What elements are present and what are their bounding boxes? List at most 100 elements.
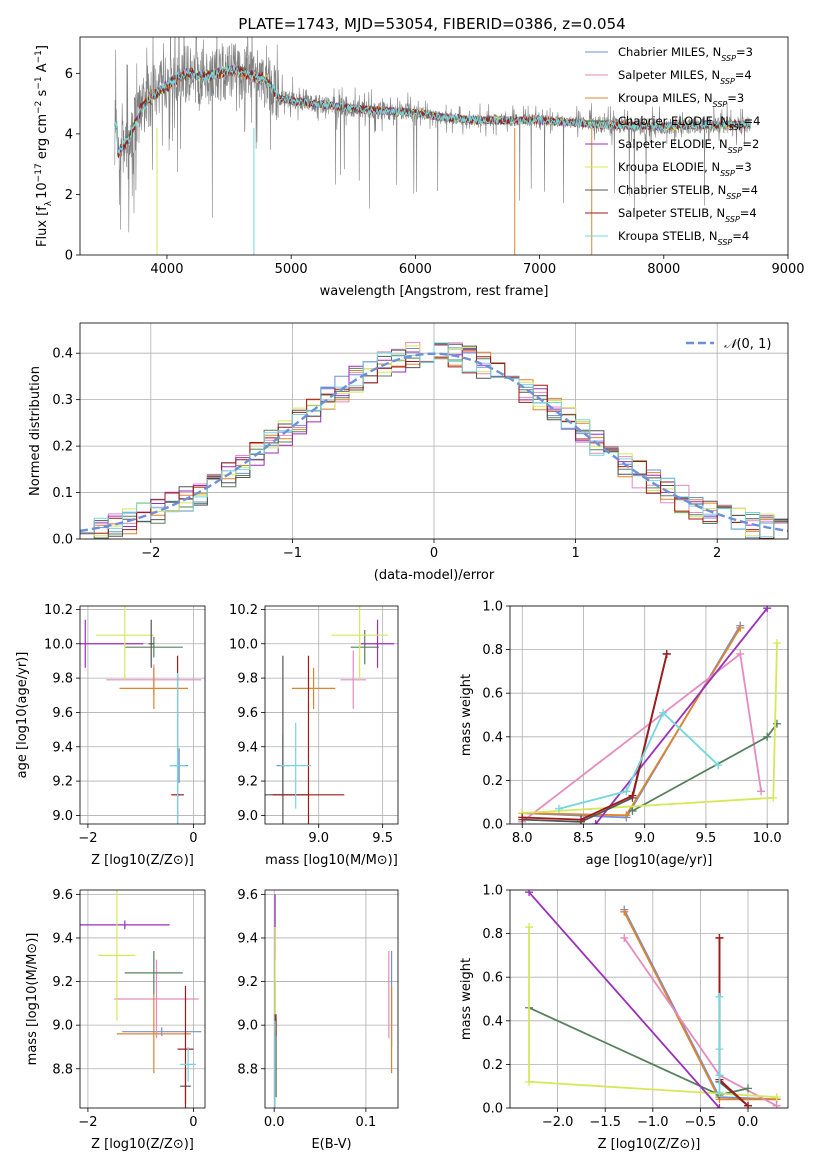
- y-tick-label: 9.2: [237, 775, 258, 790]
- label-part: =4: [735, 68, 752, 82]
- plot-area: [114, 37, 751, 255]
- x-tick-label: 0: [430, 546, 438, 561]
- label-part: =4: [740, 206, 757, 220]
- x-tick-label: 9.5: [372, 831, 393, 846]
- weight-marker: [715, 1071, 724, 1080]
- y-tick-label: 1.0: [482, 600, 503, 615]
- y-tick-label: 0.4: [482, 1014, 503, 1029]
- weight-marker: [525, 890, 534, 897]
- x-tick-label: 8.5: [573, 831, 594, 846]
- legend-label: Chabrier MILES, NSSP=3: [618, 45, 753, 63]
- x-tick-label: 2: [713, 546, 721, 561]
- y-tick-label: 9.6: [237, 888, 258, 903]
- y-tick-label: 0.8: [482, 927, 503, 942]
- axes: −2.0 −1.5 −1.0 −0.5 0.0 0.0 0.2 0.4 0.6 0.8 1.0 mas…: [459, 884, 789, 1152]
- weight-marker: [736, 649, 745, 658]
- x-axis-label: Z [log10(Z/Z⊙)]: [91, 853, 194, 868]
- y-tick-label: 8.8: [237, 1062, 258, 1077]
- axes-frame: [79, 889, 206, 1109]
- y-tick-label: 9.2: [52, 975, 73, 990]
- label-part: SSP: [725, 215, 740, 224]
- y-tick-label: 0.0: [52, 533, 73, 548]
- label-part: SSP: [720, 169, 735, 178]
- label-part: Chabrier STELIB, N: [618, 183, 726, 197]
- label-part: −17: [34, 163, 44, 182]
- axes: 8.0 8.5 9.0 9.5 10.0 0.0 0.2 0.4 0.6 0.8 1.0 mass w…: [459, 600, 789, 868]
- label-part: s: [35, 89, 50, 100]
- weight-marker: [772, 1101, 781, 1108]
- x-tick-label: 0: [189, 831, 197, 846]
- weight-marker: [662, 649, 671, 658]
- y-tick-label: 0.2: [482, 774, 503, 789]
- legend-label: Salpeter STELIB, NSSP=4: [618, 206, 757, 224]
- x-tick-label: 0.1: [356, 1115, 377, 1130]
- axes: −2 −1 0 1 2 0.0 0.1 0.2 0.3 0.4 (data-model)/error…: [28, 322, 789, 583]
- x-tick-label: 9.5: [696, 831, 717, 846]
- axes: 0.0 0.1 8.8 9.0 9.2 9.4 9.6 E(B-V): [237, 888, 399, 1152]
- label-part: =3: [735, 160, 752, 174]
- weight-marker: [628, 791, 637, 800]
- label-part: Kroupa STELIB, N: [618, 229, 718, 243]
- plot-area: [80, 606, 202, 824]
- x-tick-label: 0.0: [264, 1115, 285, 1130]
- x-tick-label: 8000: [647, 262, 680, 277]
- x-axis-label: Z [log10(Z/Z⊙)]: [598, 1137, 701, 1152]
- axes: 9.0 9.5 9.0 9.2 9.4 9.6 9.8 10.0 10.2 mass [log10…: [229, 603, 399, 868]
- x-tick-label: 5000: [275, 262, 308, 277]
- x-tick-label: −1: [283, 546, 302, 561]
- y-axis-label: age [log10(age/yr)]: [15, 652, 30, 779]
- y-tick-label: 9.0: [237, 1019, 258, 1034]
- y-tick-label: 0: [65, 249, 73, 264]
- label-part: −2: [34, 101, 44, 114]
- y-tick-label: 10.0: [229, 637, 258, 652]
- y-tick-label: 4: [65, 127, 73, 142]
- y-tick-label: 0.6: [482, 687, 503, 702]
- axes-frame: [264, 605, 399, 825]
- weight-marker: [659, 708, 668, 717]
- weight-marker: [620, 907, 629, 916]
- x-tick-label: −2: [78, 831, 97, 846]
- weight-marker: [554, 804, 563, 813]
- weight-marker: [525, 923, 534, 932]
- legend-label: Kroupa MILES, NSSP=3: [618, 91, 744, 109]
- y-tick-label: 0.4: [482, 730, 503, 745]
- y-tick-label: 9.4: [237, 931, 258, 946]
- y-tick-label: 9.6: [237, 706, 258, 721]
- figure-title: PLATE=1743, MJD=53054, FIBERID=0386, z=0…: [238, 15, 625, 33]
- weight-marker: [525, 1077, 534, 1086]
- label-part: =3: [736, 45, 753, 59]
- panel-age-vs-mass: 9.0 9.5 9.0 9.2 9.4 9.6 9.8 10.0 10.2 mass [log10…: [229, 603, 399, 868]
- legend-label: Salpeter ELODIE, NSSP=2: [618, 137, 759, 155]
- weight-marker: [744, 1101, 753, 1108]
- plot-area: [80, 341, 788, 539]
- label-part: −1: [34, 76, 44, 89]
- weight-marker: [715, 933, 724, 942]
- legend-label: Kroupa STELIB, NSSP=4: [618, 229, 749, 247]
- weight-line: [522, 653, 668, 821]
- x-tick-label: 0: [189, 1115, 197, 1130]
- label-part: =2: [742, 137, 759, 151]
- label-part: SSP: [720, 77, 735, 86]
- label-part: Salpeter MILES, N: [618, 68, 720, 82]
- panel-weight-vs-Z: −2.0 −1.5 −1.0 −0.5 0.0 0.0 0.2 0.4 0.6 0.8 1.0 mas…: [459, 884, 789, 1152]
- y-tick-label: 0.8: [482, 643, 503, 658]
- y-tick-label: 2: [65, 188, 73, 203]
- label-part: Salpeter ELODIE, N: [618, 137, 728, 151]
- y-axis-label: mass weight: [459, 958, 474, 1040]
- model-spectrum: [114, 64, 751, 155]
- weight-line: [558, 711, 719, 810]
- weight-marker: [736, 623, 745, 632]
- label-part: A: [35, 63, 50, 76]
- y-axis-label: Normed distribution: [28, 366, 43, 496]
- x-tick-label: 8.0: [512, 831, 533, 846]
- x-tick-label: 9.0: [308, 831, 329, 846]
- y-tick-label: 0.1: [52, 486, 73, 501]
- axes: −2 0 8.8 9.0 9.2 9.4 9.6 mass [log10(M/M⊙)] Z [l…: [25, 888, 206, 1152]
- plot-area: [265, 606, 395, 824]
- x-tick-label: −1.0: [637, 1115, 669, 1130]
- x-axis-label: E(B-V): [311, 1137, 351, 1152]
- weight-marker: [628, 806, 637, 815]
- x-axis-label: wavelength [Angstrom, rest frame]: [320, 284, 549, 299]
- label-part: SSP: [713, 100, 728, 109]
- residual-legend: 𝒩(0, 1): [686, 337, 771, 352]
